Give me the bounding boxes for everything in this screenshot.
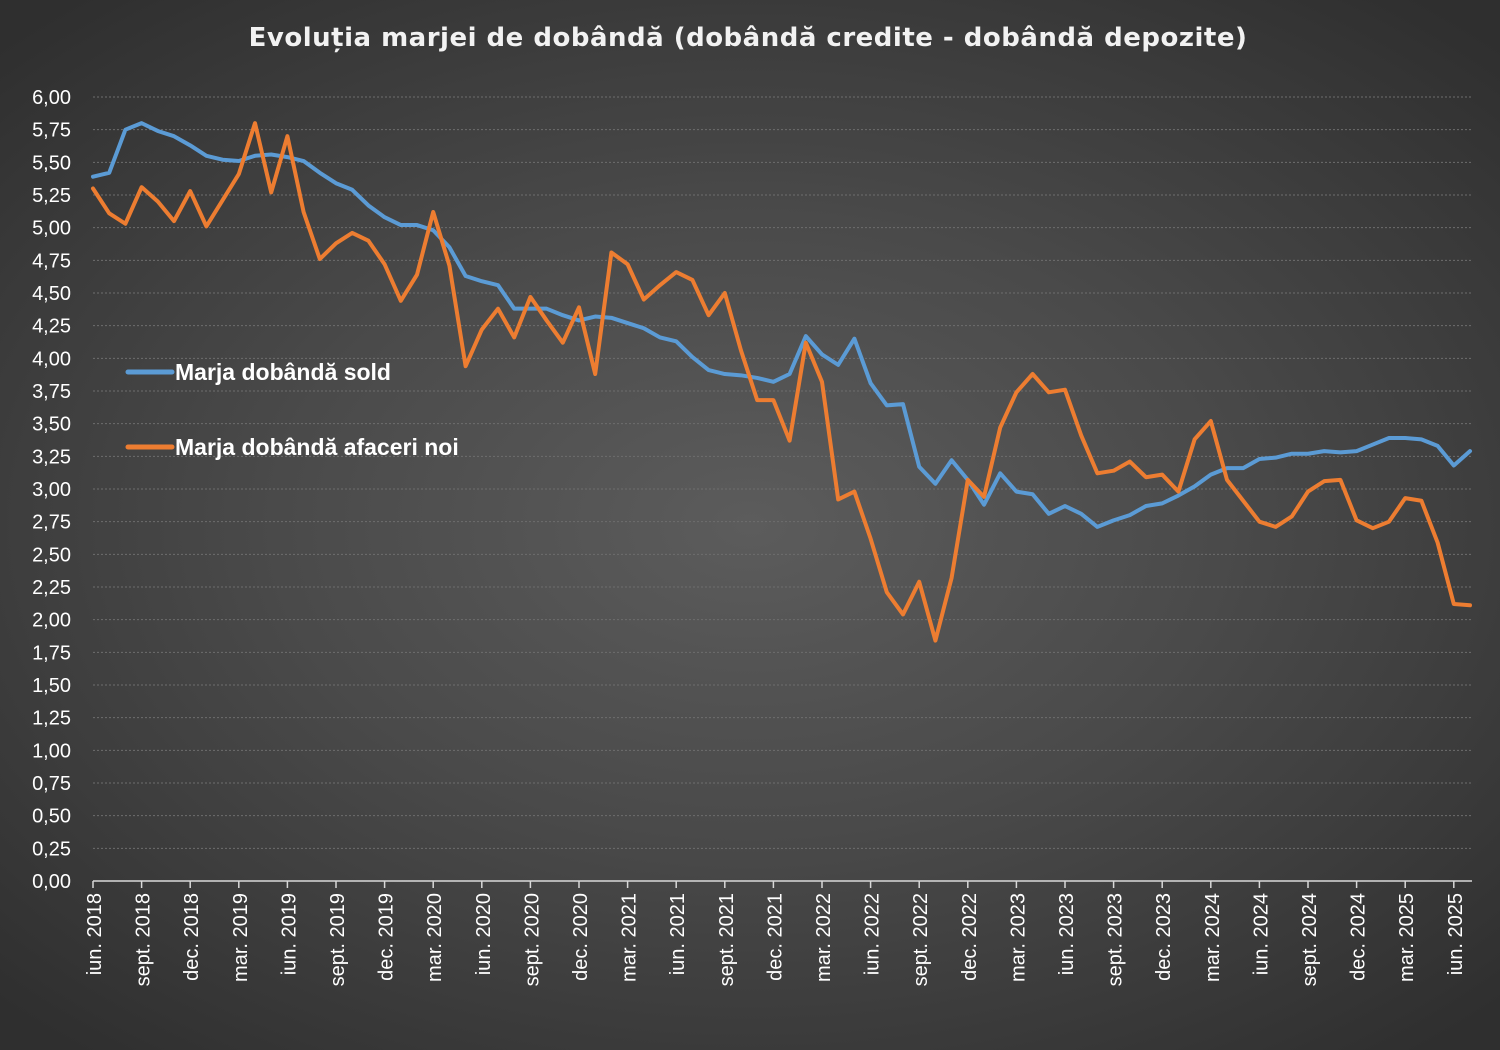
x-axis-ticks: iun. 2018 sept. 2018 dec. 2018 mar. 2019 iun… — [84, 893, 1467, 986]
y-tick-label: 0,50 — [32, 806, 71, 828]
x-tick-label: mar. 2021 — [619, 893, 641, 982]
legend: Marja dobândă sold Marja dobândă afaceri … — [125, 359, 459, 460]
x-tick-label: mar. 2020 — [424, 893, 446, 982]
x-tick-label: iun. 2021 — [667, 893, 689, 975]
x-tick-label: iun. 2019 — [278, 893, 300, 975]
x-tick-label: dec. 2018 — [181, 893, 203, 981]
y-tick-label: 5,50 — [32, 152, 71, 174]
y-tick-label: 2,00 — [32, 610, 71, 632]
x-tick-label: iun. 2020 — [473, 893, 495, 975]
x-tick-label: dec. 2023 — [1153, 893, 1175, 981]
x-tick-label: dec. 2021 — [764, 893, 786, 981]
x-tick-label: sept. 2024 — [1299, 893, 1321, 986]
x-tick-label: iun. 2023 — [1056, 893, 1078, 975]
y-tick-label: 1,75 — [32, 642, 71, 664]
y-tick-label: 4,50 — [32, 283, 71, 305]
series-line-afaceri-noi — [91, 121, 1472, 643]
y-tick-label: 2,50 — [32, 544, 71, 566]
y-tick-label: 0,00 — [32, 871, 71, 893]
x-tick-label: iun. 2022 — [862, 893, 884, 975]
x-tick-label: mar. 2019 — [230, 893, 252, 982]
y-tick-label: 4,00 — [32, 348, 71, 370]
y-tick-label: 2,75 — [32, 512, 71, 534]
series-line-sold — [91, 121, 1472, 529]
x-tick-label: sept. 2020 — [521, 893, 543, 986]
gridlines — [93, 96, 1472, 849]
y-tick-label: 2,25 — [32, 577, 71, 599]
y-tick-label: 6,00 — [32, 87, 71, 109]
x-tick-label: sept. 2021 — [716, 893, 738, 986]
x-axis — [92, 880, 1472, 888]
x-tick-label: sept. 2023 — [1105, 893, 1127, 986]
x-tick-label: mar. 2024 — [1202, 893, 1224, 982]
y-tick-label: 4,25 — [32, 316, 71, 338]
y-tick-label: 3,75 — [32, 381, 71, 403]
chart-title: Evoluția marjei de dobândă (dobândă cred… — [249, 23, 1248, 53]
legend-label: Marja dobândă sold — [175, 359, 391, 385]
y-tick-label: 3,50 — [32, 414, 71, 436]
y-tick-label: 5,25 — [32, 185, 71, 207]
x-tick-label: sept. 2019 — [327, 893, 349, 986]
y-tick-label: 0,25 — [32, 838, 71, 860]
x-tick-label: dec. 2022 — [959, 893, 981, 981]
x-tick-label: mar. 2022 — [813, 893, 835, 982]
x-tick-label: sept. 2022 — [910, 893, 932, 986]
x-tick-label: sept. 2018 — [133, 893, 155, 986]
y-tick-label: 1,00 — [32, 740, 71, 762]
legend-label: Marja dobândă afaceri noi — [175, 434, 459, 460]
y-tick-label: 1,25 — [32, 708, 71, 730]
y-tick-label: 5,00 — [32, 218, 71, 240]
x-tick-label: dec. 2024 — [1348, 893, 1370, 981]
y-axis-ticks: 0,00 0,25 0,50 0,75 1,00 1,25 1,50 1,75 2,00 2,25… — [32, 87, 71, 893]
y-tick-label: 0,75 — [32, 773, 71, 795]
y-tick-label: 3,00 — [32, 479, 71, 501]
x-tick-label: iun. 2024 — [1250, 893, 1272, 975]
y-tick-label: 3,25 — [32, 446, 71, 468]
x-tick-label: mar. 2025 — [1396, 893, 1418, 982]
x-tick-label: dec. 2019 — [376, 893, 398, 981]
y-tick-label: 1,50 — [32, 675, 71, 697]
y-tick-label: 4,75 — [32, 250, 71, 272]
x-tick-label: mar. 2023 — [1007, 893, 1029, 982]
series-lines — [91, 121, 1472, 643]
x-tick-label: iun. 2025 — [1445, 893, 1467, 975]
y-tick-label: 5,75 — [32, 120, 71, 142]
x-tick-label: iun. 2018 — [84, 893, 106, 975]
x-tick-label: dec. 2020 — [570, 893, 592, 981]
